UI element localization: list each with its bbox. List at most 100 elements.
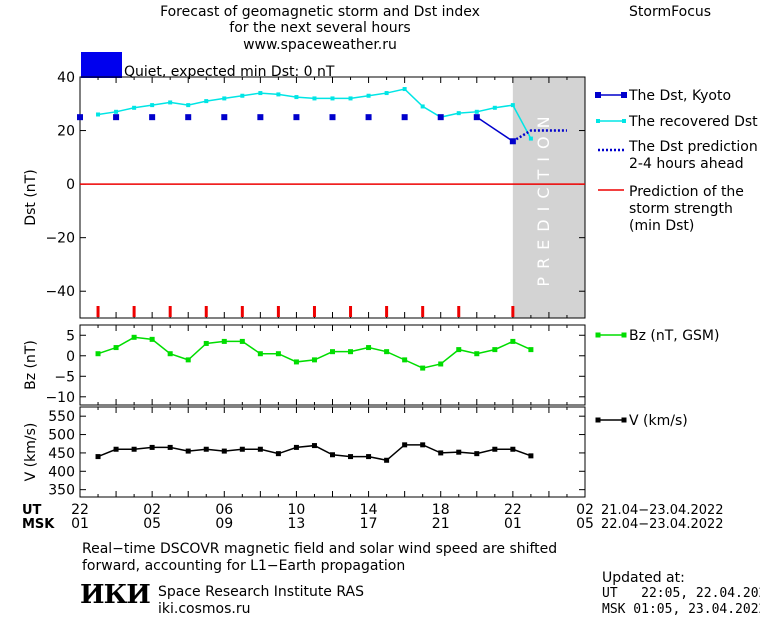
recovered-dst-point-2 [132,105,137,110]
msk-tick-1: 05 [143,516,161,532]
v-point-18 [420,442,426,448]
legend: The Dst, Kyoto The recovered Dst The Dst p… [595,88,758,429]
v-point-24 [528,453,534,459]
legend-v-marker-b [621,417,627,423]
bz-point-9 [257,351,263,357]
ut-tick-3: 10 [288,502,306,518]
bz-ytick-label-0: 5 [66,328,75,344]
v-point-15 [366,454,372,460]
recovered-dst-point-14 [348,96,353,101]
dst-kyoto-point-3 [185,114,192,121]
dst-kyoto-line [476,116,514,142]
dst-kyoto-point-0 [77,114,83,121]
v-point-5 [185,448,191,454]
v-point-1 [113,446,119,452]
v-point-9 [257,446,263,452]
legend-storm-label-0: Prediction of the [629,184,744,200]
status-text: Quiet, expected min Dst: 0 nT [124,64,335,80]
v-ytick-label-2: 450 [48,446,75,462]
v-point-4 [167,444,173,450]
ut-tick-1: 02 [143,502,161,518]
recovered-dst-point-0 [96,112,101,117]
bz-ytick-label-1: 0 [66,349,75,365]
dst-prediction-line [512,129,567,143]
bz-line [97,336,532,369]
v-point-6 [203,446,209,452]
footer-note-line-2: forward, accounting for L1−Earth propaga… [82,558,406,574]
iki-logo: ИКИ [80,580,151,610]
msk-label: MSK [22,517,55,532]
dst-kyoto-point-1 [113,114,120,121]
recovered-dst-point-5 [186,103,191,108]
recovered-dst-point-7 [222,96,227,101]
dst-kyoto-point-7 [329,114,336,121]
ut-tick-5: 18 [432,502,450,518]
v-point-23 [510,446,516,452]
msk-tick-6: 01 [504,516,522,532]
legend-dst-marker-b [621,92,627,98]
bz-ytick-label-3: −10 [45,390,75,406]
ut-label: UT [22,503,42,518]
recovered-dst-point-4 [168,100,173,105]
v-point-2 [131,446,137,452]
v-point-13 [330,452,335,458]
dst-kyoto-point-2 [149,114,156,121]
msk-tick-4: 17 [360,516,378,532]
institute-name: Space Research Institute RAS [158,584,364,600]
recovered-dst-point-16 [384,91,389,96]
dst-ytick-label-2: 0 [66,177,75,193]
legend-v-marker-a [595,417,601,423]
ut-tick-4: 14 [360,502,378,518]
recovered-dst-point-11 [294,95,299,100]
recovered-dst-point-13 [330,96,335,101]
v-point-11 [293,444,299,450]
ut-tick-2: 06 [215,502,233,518]
legend-dst-marker-a [595,92,601,98]
legend-bz-label: Bz (nT, GSM) [629,328,719,344]
recovered-dst-point-9 [258,91,263,96]
bz-point-5 [185,357,191,363]
v-point-10 [275,451,281,457]
legend-recovered-marker-b [622,119,626,123]
bz-point-4 [167,351,173,357]
dst-ytick-label-3: −20 [45,231,75,247]
bz-point-19 [438,361,444,367]
v-point-0 [95,454,101,460]
footer-note-line-1: Real−time DSCOVR magnetic field and sola… [82,541,558,557]
dst-kyoto-point-11 [473,114,480,121]
v-point-17 [402,442,408,448]
bz-point-16 [384,349,390,355]
bz-point-8 [239,338,245,344]
ut-date-range: 21.04−23.04.2022 [601,503,724,518]
recovered-dst-point-18 [420,104,425,109]
dst-kyoto-point-8 [365,114,372,121]
bz-point-6 [203,340,209,346]
msk-tick-5: 21 [432,516,450,532]
updated-msk: MSK 01:05, 23.04.2022 [602,602,760,617]
legend-prediction-label-1: 2-4 hours ahead [629,156,744,172]
bz-point-15 [366,345,372,351]
website-url: www.spaceweather.ru [243,37,397,53]
msk-tick-3: 13 [288,516,306,532]
bz-point-11 [293,359,299,365]
v-point-20 [456,449,462,455]
bz-point-12 [311,357,317,363]
bz-point-10 [275,351,281,357]
msk-date-range: 22.04−23.04.2022 [601,517,724,532]
bz-point-20 [456,347,462,353]
bz-point-23 [510,338,516,344]
recovered-dst-point-22 [492,105,497,110]
dst-ylabel: Dst (nT) [23,169,39,225]
bz-point-7 [221,338,227,344]
legend-bz-marker-b [621,332,627,338]
ut-tick-6: 22 [504,502,522,518]
ut-tick-0: 22 [71,502,89,518]
legend-bz-marker-a [595,332,601,338]
v-point-21 [474,451,480,457]
v-ytick-label-1: 500 [48,428,75,444]
recovered-dst-point-1 [114,109,119,114]
legend-recovered-marker-a [596,119,600,123]
msk-tick-7: 05 [576,516,594,532]
